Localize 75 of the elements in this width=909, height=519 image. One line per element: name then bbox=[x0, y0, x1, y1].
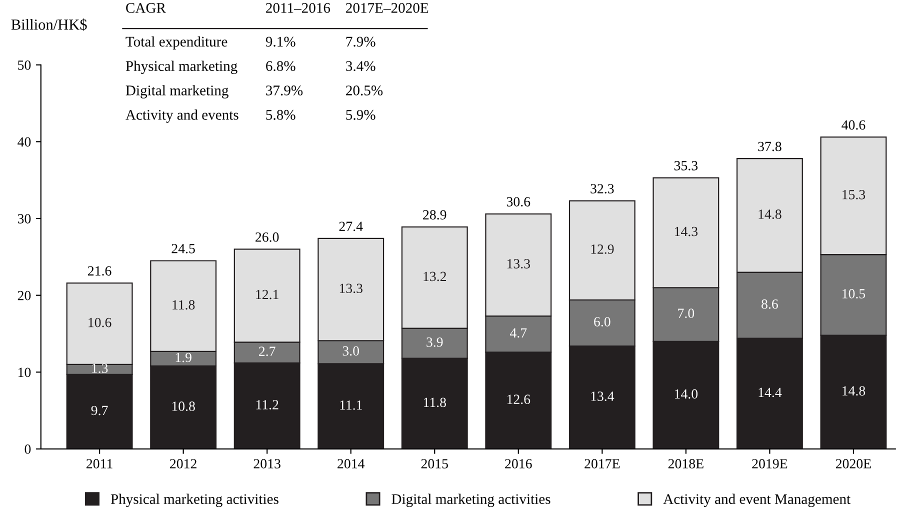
annotation: 20.5% bbox=[346, 86, 383, 96]
data-label: 10.6 bbox=[88, 318, 112, 328]
data-label: 11.8 bbox=[424, 398, 446, 408]
x-tick-label: 2018E bbox=[668, 459, 704, 468]
total-label: 32.3 bbox=[590, 184, 614, 194]
data-label: 13.3 bbox=[507, 259, 530, 269]
data-label: 2.7 bbox=[259, 346, 276, 356]
data-label: 12.6 bbox=[507, 394, 530, 404]
data-label: 14.3 bbox=[675, 226, 698, 236]
data-label: 14.0 bbox=[675, 389, 698, 399]
x-tick-label: 2012 bbox=[170, 459, 196, 468]
data-label: 4.7 bbox=[510, 328, 527, 338]
total-label: 30.6 bbox=[506, 197, 530, 207]
total-label: 28.9 bbox=[423, 210, 446, 220]
data-label: 11.1 bbox=[340, 400, 362, 410]
x-tick-label: 2011 bbox=[86, 459, 112, 468]
annotation: Physical marketing bbox=[126, 60, 238, 74]
annotation: 37.9% bbox=[266, 86, 303, 96]
y-tick-label: 10 bbox=[18, 368, 31, 378]
y-tick-label: 30 bbox=[18, 214, 31, 224]
annotation: 6.8% bbox=[266, 61, 296, 72]
total-label: 24.5 bbox=[172, 244, 195, 254]
legend-label: Physical marketing activities bbox=[110, 494, 278, 508]
total-label: 27.4 bbox=[339, 222, 363, 232]
annotation: 5.8% bbox=[266, 110, 296, 120]
data-label: 6.0 bbox=[594, 317, 610, 326]
y-axis-title: Billion/HK$ bbox=[11, 18, 87, 31]
data-label: 14.8 bbox=[842, 386, 866, 396]
total-label: 26.0 bbox=[256, 232, 279, 242]
text: 7.9% bbox=[346, 36, 376, 47]
legend-label: Activity and event Management bbox=[663, 494, 851, 508]
annotation: Digital marketing bbox=[126, 85, 228, 98]
data-label: 1.9 bbox=[176, 352, 192, 362]
data-label: 1.3 bbox=[92, 364, 108, 373]
data-label: 12.1 bbox=[256, 290, 278, 300]
y-tick-label: 40 bbox=[18, 137, 31, 147]
x-tick-label: 2015 bbox=[421, 459, 448, 468]
total-label: 40.6 bbox=[842, 120, 866, 130]
data-label: 10.5 bbox=[842, 289, 866, 298]
data-label: 14.8 bbox=[758, 210, 782, 219]
annotation: 3.4% bbox=[346, 61, 376, 72]
annotation: 5.9% bbox=[346, 110, 376, 120]
annotation: Activity and events bbox=[126, 110, 238, 123]
legend-label: Digital marketing activities bbox=[392, 494, 550, 508]
y-tick-label: 0 bbox=[24, 444, 31, 454]
data-label: 13.4 bbox=[591, 392, 614, 402]
total-label: 37.8 bbox=[758, 142, 782, 152]
text: 2017E–2020E bbox=[346, 3, 428, 13]
data-label: 15.3 bbox=[842, 190, 866, 200]
x-tick-label: 2020E bbox=[836, 459, 871, 468]
x-tick-label: 2014 bbox=[338, 459, 365, 468]
y-tick-label: 20 bbox=[18, 290, 31, 300]
text: 9.1% bbox=[266, 36, 296, 47]
data-label: 3.0 bbox=[342, 346, 360, 356]
data-label: 12.9 bbox=[591, 244, 614, 254]
data-label: 11.2 bbox=[256, 400, 278, 410]
data-label: 7.0 bbox=[678, 308, 694, 318]
data-label: 3.9 bbox=[426, 337, 443, 347]
data-label: 14.4 bbox=[758, 388, 782, 398]
data-label: 11.8 bbox=[172, 300, 195, 310]
data-label: 13.3 bbox=[340, 284, 362, 294]
data-label: 8.6 bbox=[762, 299, 778, 309]
x-tick-label: 2019E bbox=[752, 459, 788, 468]
y-tick-label: 50 bbox=[18, 60, 31, 70]
data-label: 10.8 bbox=[172, 402, 195, 411]
total-label: 21.6 bbox=[88, 266, 112, 276]
x-tick-label: 2017E bbox=[584, 459, 620, 468]
total-label: 35.3 bbox=[674, 161, 698, 170]
text: CAGR bbox=[126, 3, 166, 13]
data-label: 13.2 bbox=[424, 272, 446, 282]
text: Total expenditure bbox=[126, 36, 228, 50]
text: 2011–2016 bbox=[266, 3, 330, 13]
x-tick-label: 2016 bbox=[505, 459, 532, 468]
x-tick-label: 2013 bbox=[254, 459, 280, 468]
data-label: 9.7 bbox=[91, 406, 108, 416]
